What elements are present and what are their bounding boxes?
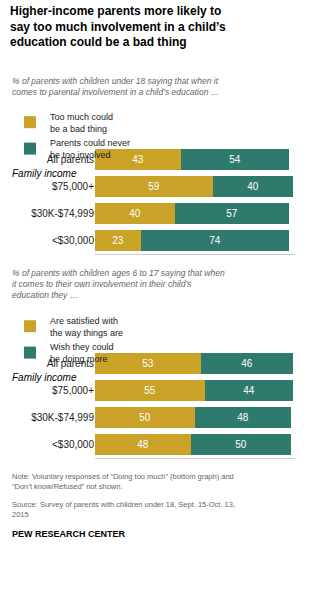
svg-text:48: 48 xyxy=(237,412,249,423)
svg-text:% of parents with children age: % of parents with children ages 6 to 17 … xyxy=(12,268,225,300)
svg-text:23: 23 xyxy=(112,235,124,246)
svg-text:40: 40 xyxy=(247,181,259,192)
svg-text:Parents could neverbe too invo: Parents could neverbe too involved xyxy=(50,138,130,160)
svg-text:$75,000+: $75,000+ xyxy=(52,181,94,192)
svg-text:53: 53 xyxy=(142,358,154,369)
svg-text:Wish they couldbe doing more: Wish they couldbe doing more xyxy=(50,342,114,364)
svg-text:<$30,000: <$30,000 xyxy=(52,439,94,450)
svg-text:Family income: Family income xyxy=(12,372,77,383)
svg-text:PEW RESEARCH CENTER: PEW RESEARCH CENTER xyxy=(12,529,126,539)
svg-text:40: 40 xyxy=(129,208,141,219)
svg-text:46: 46 xyxy=(241,358,253,369)
svg-text:55: 55 xyxy=(144,385,156,396)
svg-text:Too much couldbe a bad thing: Too much couldbe a bad thing xyxy=(50,112,113,134)
svg-text:Note: Voluntary responses of “: Note: Voluntary responses of “Doing too … xyxy=(12,472,234,491)
svg-text:50: 50 xyxy=(139,412,151,423)
svg-text:44: 44 xyxy=(243,385,255,396)
svg-text:Higher-income parents more lik: Higher-income parents more likely tosay … xyxy=(10,4,226,49)
svg-text:74: 74 xyxy=(209,235,221,246)
svg-text:48: 48 xyxy=(137,439,149,450)
svg-text:$30K-$74,999: $30K-$74,999 xyxy=(31,208,94,219)
svg-text:50: 50 xyxy=(235,439,247,450)
svg-text:Source: Survey of parents with: Source: Survey of parents with children … xyxy=(12,500,235,519)
svg-text:Family income: Family income xyxy=(12,168,77,179)
svg-text:59: 59 xyxy=(148,181,160,192)
svg-text:43: 43 xyxy=(132,154,144,165)
svg-text:$75,000+: $75,000+ xyxy=(52,385,94,396)
svg-text:54: 54 xyxy=(229,154,241,165)
svg-text:% of parents with children und: % of parents with children under 18 sayi… xyxy=(12,76,219,97)
svg-text:Are satisfied withthe way thin: Are satisfied withthe way things are xyxy=(50,316,123,338)
svg-text:57: 57 xyxy=(226,208,238,219)
svg-text:$30K-$74,999: $30K-$74,999 xyxy=(31,412,94,423)
svg-text:<$30,000: <$30,000 xyxy=(52,235,94,246)
